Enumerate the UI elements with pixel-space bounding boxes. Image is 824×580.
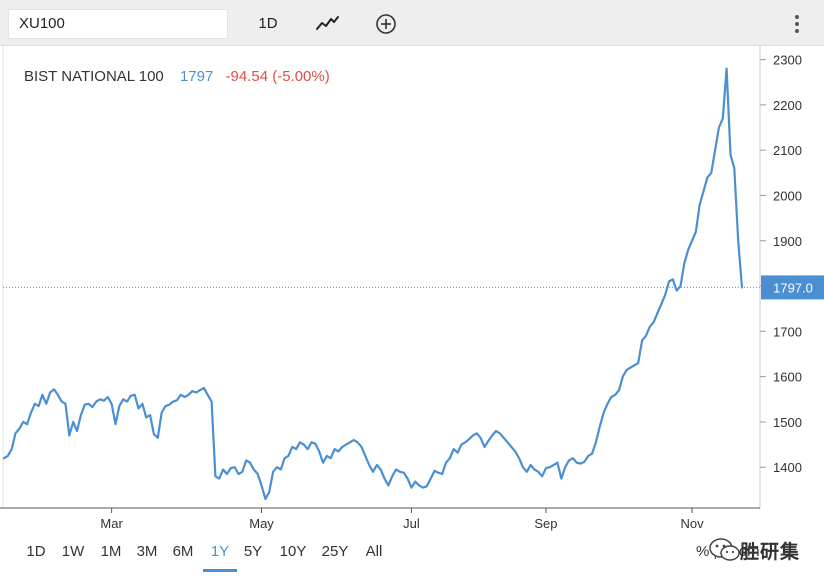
wechat-icon xyxy=(709,538,740,561)
y-tick-label: 1700 xyxy=(773,324,802,339)
y-tick-label: 2100 xyxy=(773,143,802,158)
x-tick-label: Jul xyxy=(403,516,420,531)
range-3m[interactable]: 3M xyxy=(136,543,158,560)
x-tick-label: Nov xyxy=(680,516,704,531)
price-chart[interactable]: 1400150016001700180019002000210022002300… xyxy=(0,46,824,540)
price-line xyxy=(2,67,744,500)
y-tick-label: 1400 xyxy=(773,460,802,475)
legend-instrument-name: BIST NATIONAL 100 xyxy=(24,68,164,85)
y-tick-label: 2000 xyxy=(773,188,802,203)
range-5y[interactable]: 5Y xyxy=(243,543,263,560)
x-tick-label: Sep xyxy=(534,516,557,531)
last-price-tag xyxy=(761,275,824,300)
range-selector: 1D 1W 1M 3M 6M 1Y 5Y 10Y 25Y All %|Zoom xyxy=(0,540,824,580)
range-6m[interactable]: 6M xyxy=(172,543,194,560)
last-price-label: 1797.0 xyxy=(773,280,813,295)
interval-selector[interactable]: 1D xyxy=(258,15,278,32)
plus-circle-icon[interactable] xyxy=(373,11,399,37)
watermark-text: 胜研集 xyxy=(740,542,801,563)
range-25y[interactable]: 25Y xyxy=(321,543,349,560)
x-tick-label: Mar xyxy=(100,516,123,531)
symbol-input[interactable]: XU100 xyxy=(8,9,228,39)
percent-toggle[interactable]: % xyxy=(696,543,710,560)
range-1m[interactable]: 1M xyxy=(100,543,122,560)
last-price-layer: 1797.0 xyxy=(3,275,824,300)
x-tick-label: May xyxy=(249,516,274,531)
chart-toolbar: XU100 1D xyxy=(0,0,824,46)
y-tick-label: 2200 xyxy=(773,98,802,113)
y-tick-label: 1900 xyxy=(773,234,802,249)
line-chart-icon[interactable] xyxy=(314,11,340,37)
watermark: 胜研集 xyxy=(706,532,818,568)
series-layer xyxy=(2,67,744,500)
range-10y[interactable]: 10Y xyxy=(279,543,307,560)
chart-legend: BIST NATIONAL 100 1797 -94.54 (-5.00%) xyxy=(12,62,342,92)
legend-change: -94.54 (-5.00%) xyxy=(225,68,330,85)
y-tick-label: 1600 xyxy=(773,370,802,385)
range-1d[interactable]: 1D xyxy=(26,543,46,560)
range-1y[interactable]: 1Y xyxy=(203,540,237,572)
y-tick-label: 2300 xyxy=(773,53,802,68)
range-1w[interactable]: 1W xyxy=(61,543,85,560)
more-vertical-icon[interactable] xyxy=(785,11,809,37)
y-tick-label: 1500 xyxy=(773,415,802,430)
range-all[interactable]: All xyxy=(365,543,383,560)
x-axis: Mar May Jul Sep Nov xyxy=(0,507,760,531)
legend-price: 1797 xyxy=(179,68,214,85)
